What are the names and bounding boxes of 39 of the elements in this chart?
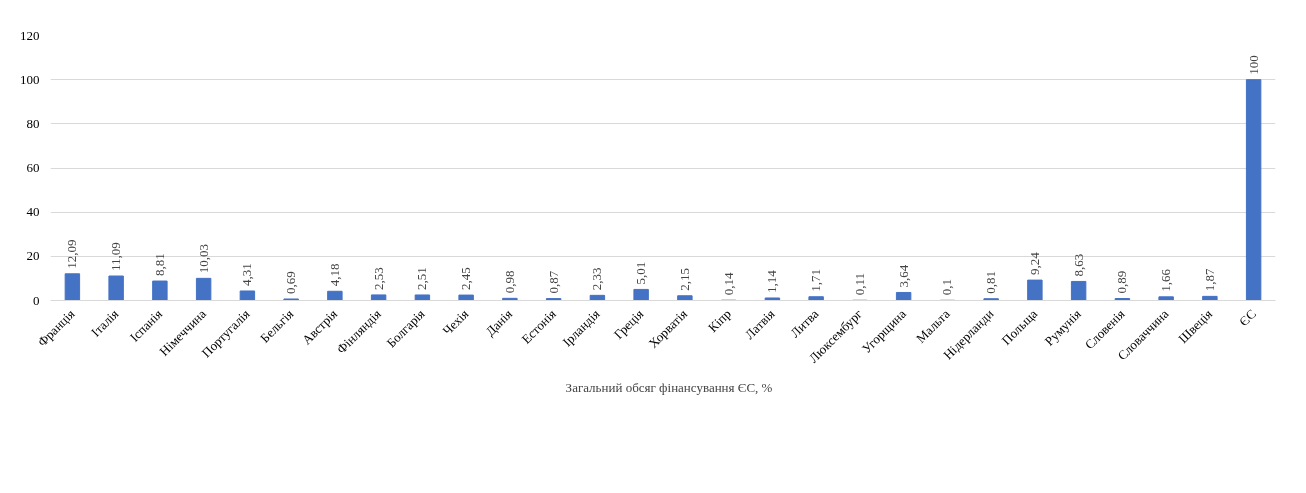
y-tick-label: 40 bbox=[26, 204, 40, 220]
data-label: 1,71 bbox=[808, 268, 824, 292]
data-label: 1,66 bbox=[1158, 268, 1174, 292]
x-tick-label: Кіпр bbox=[705, 306, 734, 335]
y-tick-label: 80 bbox=[26, 115, 40, 131]
x-tick-label: Чехія bbox=[439, 306, 472, 339]
data-label: 8,81 bbox=[151, 253, 167, 277]
data-label: 9,24 bbox=[1026, 251, 1042, 276]
data-label: 3,64 bbox=[895, 264, 911, 288]
data-label: 1,87 bbox=[1201, 268, 1217, 292]
data-label: 2,53 bbox=[370, 267, 386, 290]
y-tick-label: 100 bbox=[20, 71, 40, 87]
data-label: 2,15 bbox=[676, 268, 692, 291]
data-label: 5,01 bbox=[633, 261, 649, 285]
data-label: 8,63 bbox=[1070, 253, 1086, 277]
data-label: 0,87 bbox=[545, 270, 561, 294]
data-label: 12,09 bbox=[64, 239, 80, 269]
data-label: 11,09 bbox=[108, 242, 124, 272]
data-label: 0,14 bbox=[720, 271, 736, 296]
data-label: 10,03 bbox=[195, 244, 211, 274]
x-tick-label: ЄС bbox=[1236, 306, 1259, 329]
data-label: 0,98 bbox=[501, 270, 517, 294]
data-label: 2,51 bbox=[414, 267, 430, 290]
data-label: 0,89 bbox=[1114, 270, 1130, 294]
data-label: 1,14 bbox=[764, 269, 780, 293]
y-tick-label: 0 bbox=[33, 292, 40, 308]
data-label: 100 bbox=[1245, 55, 1261, 75]
data-label: 0,1 bbox=[939, 279, 955, 296]
data-label: 2,45 bbox=[458, 267, 474, 291]
data-label: 4,18 bbox=[326, 263, 342, 287]
data-label: 0,69 bbox=[283, 271, 299, 294]
data-label: 2,33 bbox=[589, 267, 605, 291]
y-tick-label: 60 bbox=[26, 160, 40, 175]
data-label: 0,11 bbox=[851, 272, 867, 296]
data-label: 0,81 bbox=[983, 270, 999, 294]
y-tick-label: 120 bbox=[20, 27, 40, 43]
data-label: 4,31 bbox=[239, 263, 255, 286]
y-tick-label: 20 bbox=[26, 248, 40, 264]
text: Загальний обсяг фінансування ЄС, % bbox=[565, 380, 773, 396]
